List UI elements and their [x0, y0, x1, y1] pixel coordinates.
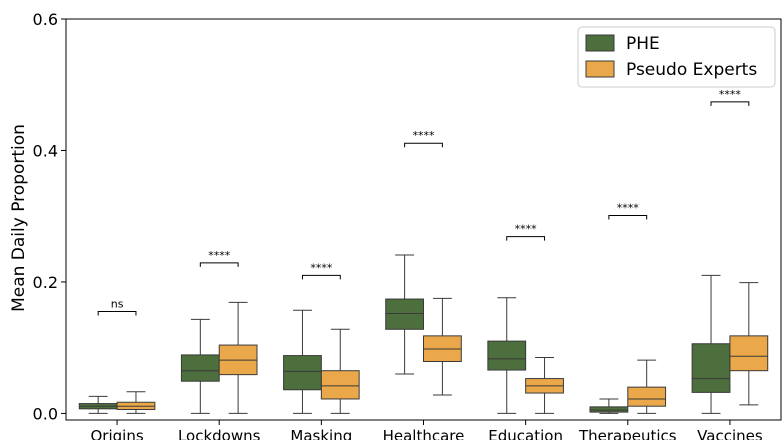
significance-bracket: [301, 274, 341, 280]
box-body: [180, 354, 220, 382]
significance-healthcare: ****: [404, 129, 443, 148]
x-tick-label-therapeutics: Therapeutics: [578, 427, 677, 440]
box-body: [589, 406, 629, 413]
significance-label: ****: [310, 261, 333, 274]
y-tick-label: 0.4: [33, 141, 58, 160]
box-pseudo-experts-healthcare: [423, 297, 462, 396]
x-tick-label-masking: Masking: [290, 427, 352, 440]
significance-bracket: [97, 311, 137, 316]
y-tick-label: 0.2: [33, 273, 58, 292]
legend-swatch-phe: [585, 34, 615, 52]
box-phe-origins: [78, 395, 118, 414]
significance-bracket: [506, 236, 546, 241]
box-pseudo-experts-lockdowns: [218, 301, 258, 414]
box-body: [283, 355, 322, 391]
box-pseudo-experts-masking: [320, 328, 360, 414]
box-body: [627, 386, 667, 407]
legend-swatch-pseudo-experts: [585, 60, 615, 78]
box-phe-masking: [283, 309, 322, 414]
significance-label: ****: [208, 249, 231, 262]
significance-label: ns: [111, 298, 124, 311]
box-phe-therapeutics: [589, 398, 629, 414]
significance-label: ****: [719, 88, 742, 101]
significance-bracket: [404, 142, 443, 148]
significance-origins: ns: [97, 298, 137, 316]
legend: PHE Pseudo Experts: [577, 26, 776, 88]
significance-bracket: [199, 262, 239, 267]
box-body: [729, 335, 769, 372]
box-phe-healthcare: [385, 254, 425, 375]
significance-lockdowns: ****: [199, 249, 239, 267]
y-tick-label: 0.0: [33, 404, 58, 423]
box-phe-lockdowns: [180, 318, 220, 414]
box-pseudo-experts-vaccines: [729, 282, 769, 406]
significance-bracket: [608, 215, 648, 220]
significance-education: ****: [506, 223, 546, 241]
box-phe-vaccines: [691, 274, 731, 414]
significance-label: ****: [413, 129, 436, 142]
x-tick-label-vaccines: Vaccines: [697, 427, 763, 440]
box-pseudo-experts-education: [525, 357, 564, 414]
significance-label: ****: [515, 223, 538, 236]
significance-bracket: [710, 101, 750, 106]
x-tick-label-healthcare: Healthcare: [383, 427, 465, 440]
box-body: [385, 298, 425, 330]
x-tick-label-education: Education: [488, 427, 563, 440]
legend-frame: [577, 26, 776, 88]
box-pseudo-experts-origins: [116, 391, 156, 414]
box-pseudo-experts-therapeutics: [627, 359, 667, 414]
significance-vaccines: ****: [710, 88, 750, 106]
legend-label-pseudo-experts: Pseudo Experts: [626, 60, 757, 80]
y-tick-label: 0.6: [33, 10, 58, 29]
box-body: [691, 343, 731, 393]
x-tick-label-origins: Origins: [90, 427, 143, 440]
significance-masking: ****: [301, 261, 341, 280]
box-body: [487, 340, 527, 371]
significance-label: ****: [617, 202, 640, 215]
x-tick-label-lockdowns: Lockdowns: [178, 427, 261, 440]
plot-area: 0.0 0.2 0.4 0.6 Origins Lockdowns Masking Healt…: [33, 10, 782, 440]
box-body: [320, 370, 360, 400]
box-phe-education: [487, 297, 527, 414]
legend-label-phe: PHE: [626, 34, 660, 54]
significance-therapeutics: ****: [608, 202, 648, 220]
y-axis-label: Mean Daily Proportion: [9, 124, 29, 312]
